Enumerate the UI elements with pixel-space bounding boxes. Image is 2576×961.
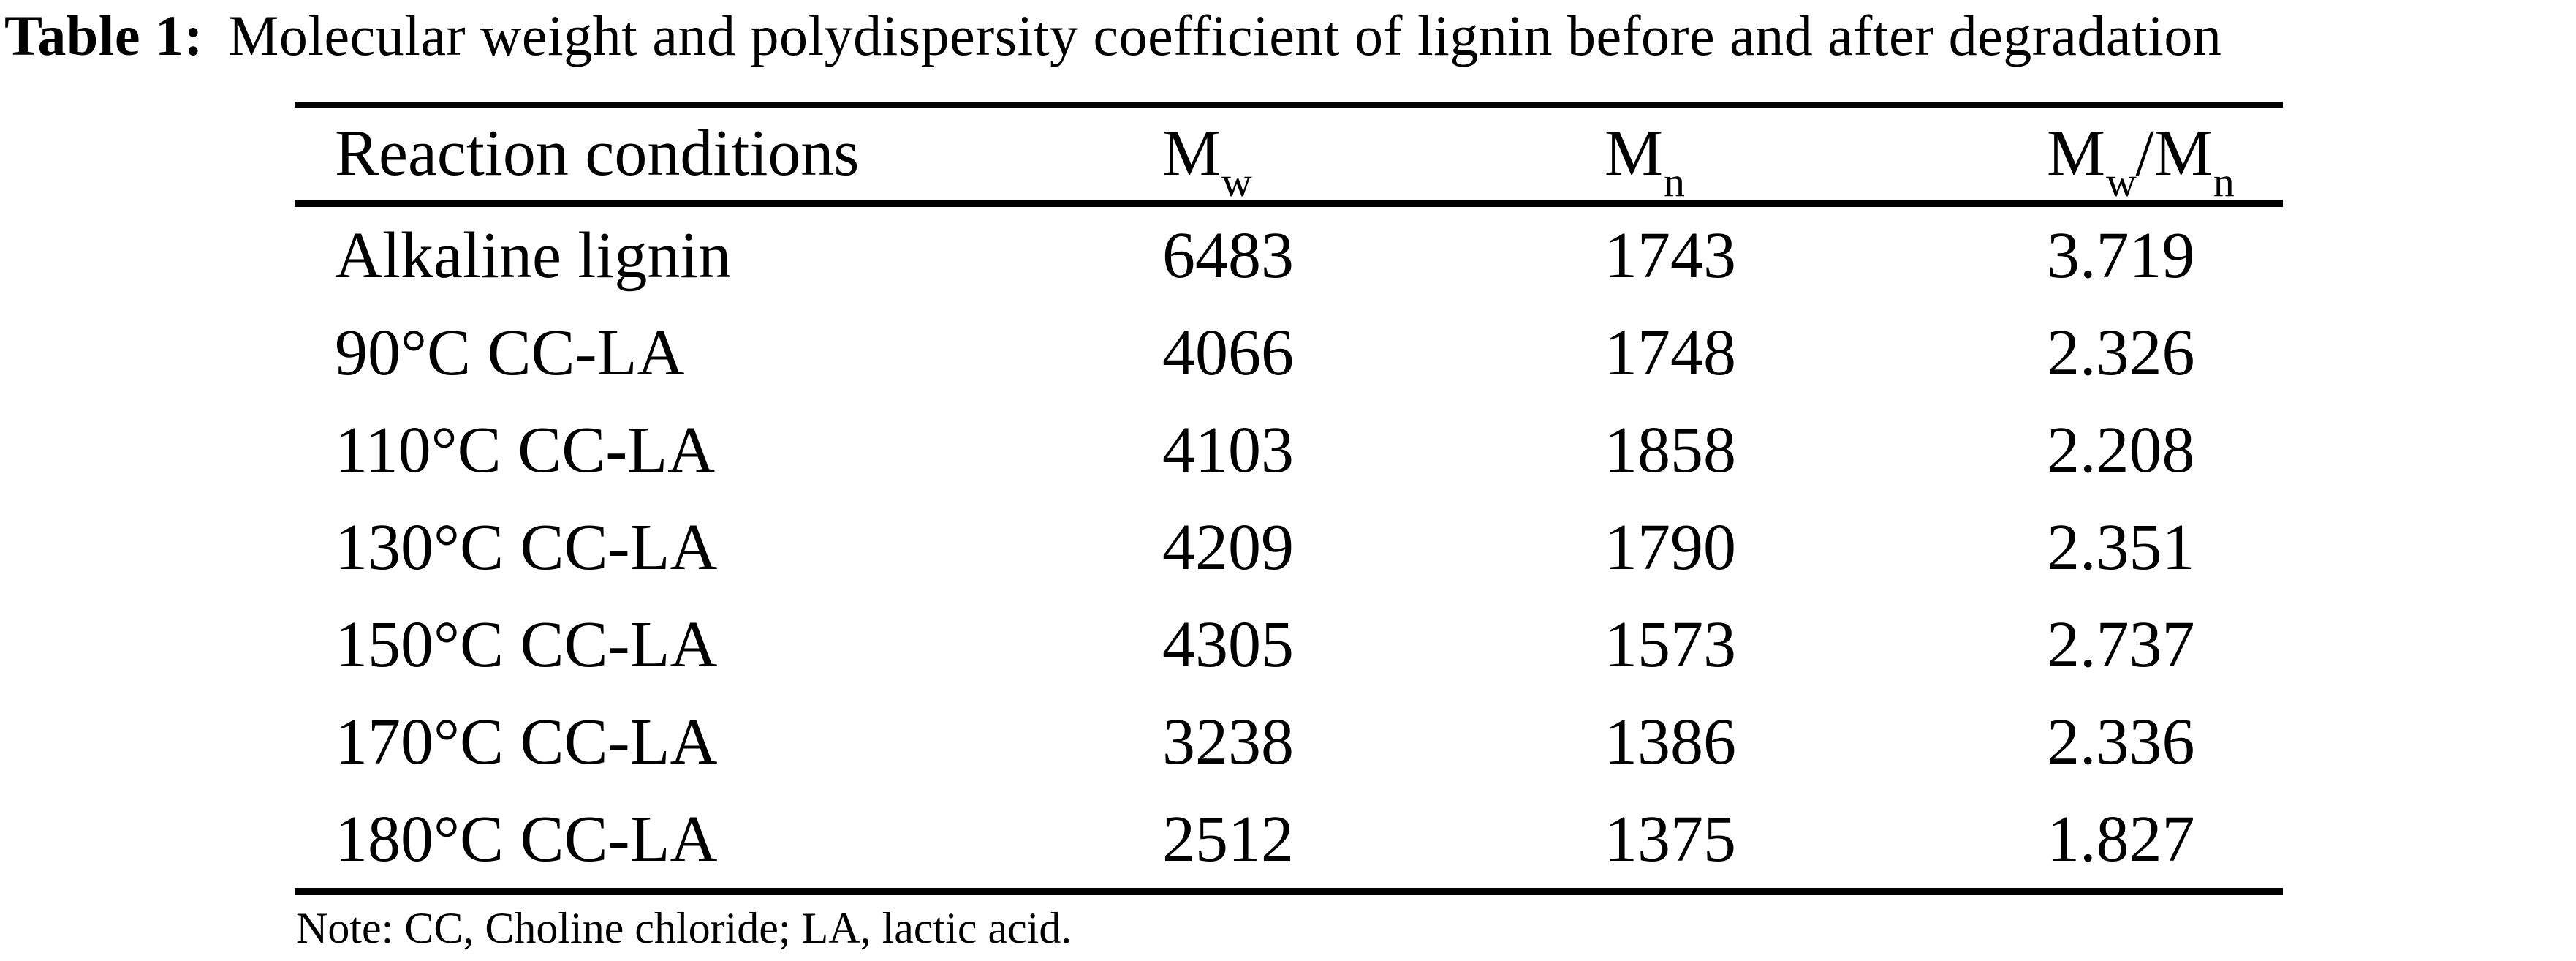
cell-condition: 150°C CC-LA — [335, 608, 718, 681]
ratio-sub1: w — [2106, 159, 2137, 206]
mw-subscript: w — [1221, 159, 1252, 206]
table-row: 90°C CC-LA 4066 1748 2.326 — [295, 304, 2283, 402]
ratio-base2: M — [2153, 117, 2213, 189]
ratio-base1: M — [2047, 117, 2106, 189]
ratio-slash: / — [2135, 117, 2154, 189]
cell-mn: 1743 — [1605, 219, 1736, 292]
column-header-reaction-conditions: Reaction conditions — [335, 117, 860, 189]
table-row: 180°C CC-LA 2512 1375 1.827 — [295, 791, 2283, 888]
cell-mn: 1790 — [1605, 510, 1736, 584]
table-header-row: Reaction conditions Mw Mn Mw/Mn — [295, 108, 2283, 207]
table-caption-text: Molecular weight and polydispersity coef… — [228, 4, 2222, 67]
cell-mw: 2512 — [1162, 802, 1294, 875]
cell-mw-mn: 1.827 — [2047, 802, 2195, 875]
mn-base: M — [1605, 117, 1664, 189]
table-row: 150°C CC-LA 4305 1573 2.737 — [295, 596, 2283, 693]
cell-mn: 1858 — [1605, 413, 1736, 486]
cell-mw-mn: 3.719 — [2047, 219, 2195, 292]
cell-condition: 90°C CC-LA — [335, 316, 685, 389]
cell-mn: 1375 — [1605, 802, 1736, 875]
cell-mn: 1386 — [1605, 705, 1736, 778]
column-header-mn: Mn — [1605, 121, 2047, 204]
cell-mw: 4305 — [1162, 608, 1294, 681]
cell-condition: 130°C CC-LA — [335, 510, 718, 584]
column-header-mw: Mw — [1162, 121, 1605, 204]
cell-condition: 110°C CC-LA — [335, 413, 716, 486]
cell-mw: 6483 — [1162, 219, 1294, 292]
cell-condition: Alkaline lignin — [335, 219, 732, 292]
table-row: 110°C CC-LA 4103 1858 2.208 — [295, 402, 2283, 499]
table-row: 130°C CC-LA 4209 1790 2.351 — [295, 499, 2283, 596]
cell-mn: 1748 — [1605, 316, 1736, 389]
cell-mw: 4209 — [1162, 510, 1294, 584]
column-header-mw-mn-ratio: Mw/Mn — [2047, 121, 2283, 204]
cell-mw-mn: 2.208 — [2047, 413, 2195, 486]
cell-mw: 4103 — [1162, 413, 1294, 486]
table-row: 170°C CC-LA 3238 1386 2.336 — [295, 693, 2283, 791]
cell-mw-mn: 2.351 — [2047, 510, 2195, 584]
data-table: Reaction conditions Mw Mn Mw/Mn Alkaline… — [295, 102, 2283, 895]
cell-condition: 180°C CC-LA — [335, 802, 718, 875]
cell-condition: 170°C CC-LA — [335, 705, 718, 778]
mw-base: M — [1162, 117, 1221, 189]
table-caption-label: Table 1: — [4, 4, 204, 67]
cell-mw-mn: 2.336 — [2047, 705, 2195, 778]
ratio-sub2: n — [2213, 159, 2235, 206]
table-footnote: Note: CC, Choline chloride; LA, lactic a… — [296, 904, 1072, 952]
mn-subscript: n — [1664, 159, 1685, 206]
table-caption: Table 1: Molecular weight and polydispers… — [4, 0, 2221, 72]
cell-mw-mn: 2.326 — [2047, 316, 2195, 389]
cell-mw: 4066 — [1162, 316, 1294, 389]
cell-mn: 1573 — [1605, 608, 1736, 681]
cell-mw: 3238 — [1162, 705, 1294, 778]
table-row: Alkaline lignin 6483 1743 3.719 — [295, 207, 2283, 304]
cell-mw-mn: 2.737 — [2047, 608, 2195, 681]
